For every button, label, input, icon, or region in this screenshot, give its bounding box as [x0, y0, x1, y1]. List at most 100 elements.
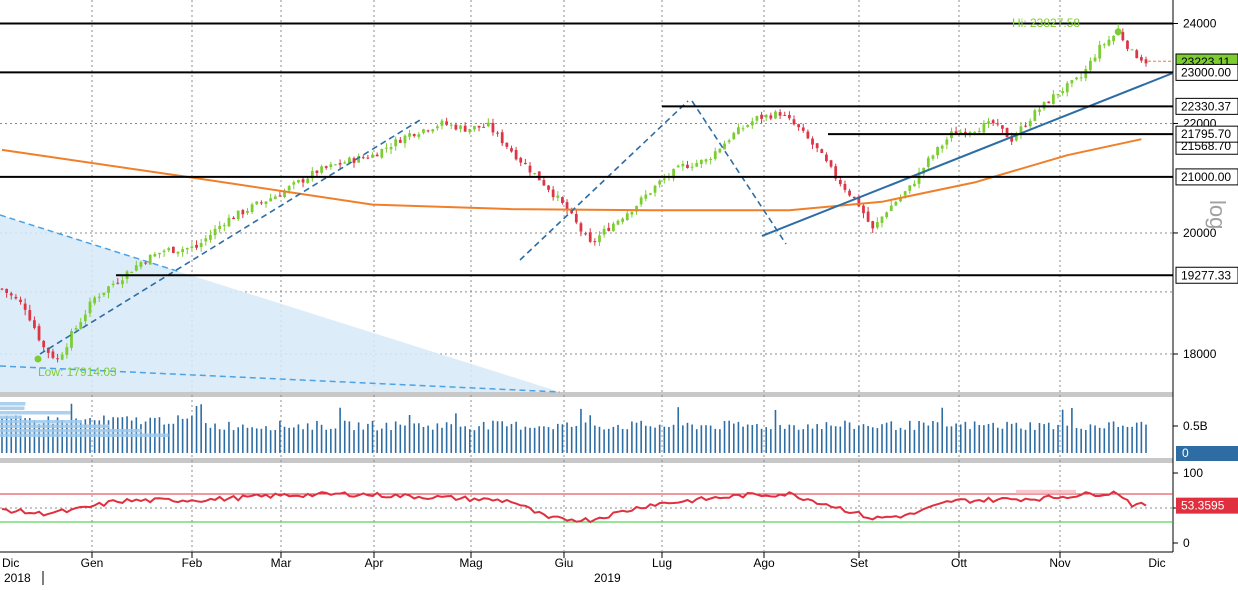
- candle-body: [394, 139, 398, 147]
- volume-bar: [950, 426, 953, 453]
- candle-body: [375, 154, 379, 157]
- volume-bar: [1038, 422, 1041, 453]
- candle-body: [278, 195, 282, 197]
- candle-body: [482, 126, 486, 128]
- candle-body: [28, 310, 32, 321]
- candle-body: [315, 170, 319, 174]
- month-label: Ott: [951, 556, 968, 570]
- volume-bar: [181, 418, 184, 453]
- volume-profile-bar: [0, 433, 169, 437]
- candle-body: [505, 142, 509, 147]
- candle-body: [111, 283, 115, 285]
- volume-bar: [1043, 424, 1045, 453]
- volume-bar: [908, 420, 911, 453]
- volume-bar: [932, 420, 934, 453]
- volume-bar: [418, 423, 420, 453]
- candle-body: [598, 235, 601, 243]
- candle-body: [366, 157, 370, 159]
- candle-body: [621, 218, 625, 222]
- volume-bar: [1084, 429, 1087, 453]
- candle-body: [301, 179, 305, 183]
- candle-body: [236, 210, 240, 219]
- volume-bar: [343, 420, 346, 453]
- candle-body: [792, 119, 796, 125]
- candle-body: [709, 158, 713, 160]
- candle-body: [199, 243, 203, 248]
- volume-bar: [1089, 424, 1092, 453]
- candle-body: [848, 190, 851, 196]
- candle-body: [190, 246, 194, 249]
- volume-bar: [612, 426, 615, 453]
- candle-body: [741, 128, 745, 130]
- volume-bar: [1066, 425, 1069, 453]
- volume-bar: [649, 426, 652, 453]
- candle-body: [760, 114, 763, 119]
- month-label: Mar: [271, 556, 292, 570]
- volume-bar: [297, 424, 300, 453]
- volume-bar: [746, 424, 749, 453]
- candle-body: [486, 122, 490, 127]
- month-label: Nov: [1049, 556, 1070, 570]
- volume-bar: [876, 428, 879, 453]
- volume-bar: [214, 423, 216, 453]
- volume-bar: [394, 421, 397, 453]
- volume-bar: [320, 424, 323, 453]
- candle-body: [473, 125, 476, 130]
- volume-bar: [167, 423, 170, 453]
- volume-bar: [700, 425, 703, 453]
- volume-bar: [918, 421, 920, 453]
- volume-bar: [413, 423, 416, 453]
- candle-body: [1093, 57, 1097, 62]
- candle-body: [871, 221, 875, 229]
- level-label-21000.00-box: [1175, 168, 1238, 186]
- volume-bar: [788, 424, 791, 453]
- volume-bar: [1034, 429, 1036, 453]
- volume-bar: [427, 425, 429, 453]
- shade-layer: [0, 214, 561, 393]
- candle-body: [14, 296, 18, 299]
- candle-body: [468, 128, 472, 133]
- volume-bar: [218, 429, 221, 453]
- candle-body: [70, 331, 73, 348]
- volume-bar: [760, 428, 763, 453]
- volume-bar: [899, 427, 902, 453]
- candle-body: [74, 328, 78, 330]
- candle-body: [283, 190, 286, 198]
- volume-bar: [691, 424, 693, 453]
- volume-bar: [797, 429, 800, 453]
- candle-body: [885, 212, 889, 218]
- candle-body: [644, 194, 648, 199]
- volume-bar: [1140, 421, 1143, 453]
- candle-body: [102, 292, 106, 296]
- candle-body: [51, 351, 55, 358]
- candle-body: [755, 116, 759, 121]
- candle-body: [1144, 59, 1148, 64]
- candle-body: [324, 166, 328, 168]
- candle-body: [510, 148, 513, 152]
- volume-bar: [969, 429, 971, 453]
- volume-bar: [1047, 422, 1050, 453]
- candle-body: [445, 121, 449, 125]
- candle-body: [93, 297, 97, 304]
- volume-bar: [672, 424, 675, 453]
- candle-body: [408, 133, 411, 137]
- candle-body: [602, 228, 606, 235]
- volume-bar: [1020, 428, 1022, 453]
- volume-bar: [742, 426, 744, 453]
- candle-body: [1075, 77, 1078, 80]
- candle-body: [1033, 110, 1037, 121]
- candle-body: [1047, 101, 1051, 104]
- candle-body: [1028, 120, 1032, 127]
- volume-bar: [802, 429, 805, 453]
- panel-divider: [0, 458, 1173, 463]
- volume-bar: [723, 420, 726, 453]
- candle-body: [357, 156, 361, 163]
- candle-body: [158, 252, 161, 255]
- candle-body: [148, 254, 152, 265]
- volume-profile-bar: [0, 411, 71, 415]
- candle-body: [287, 186, 291, 191]
- rsi-last-label: 53.3595: [1181, 499, 1225, 513]
- candle-body: [463, 125, 467, 132]
- volume-bar: [770, 429, 772, 453]
- candle-body: [551, 189, 555, 198]
